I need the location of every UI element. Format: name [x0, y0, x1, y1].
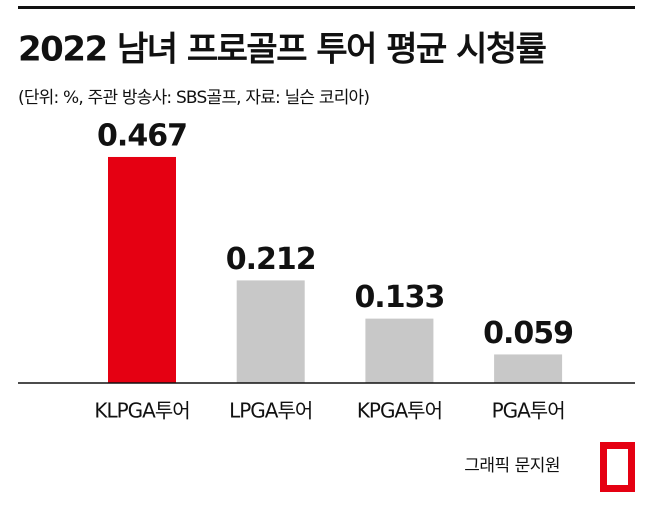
credit: 그래픽 문지원: [464, 456, 560, 476]
chart-title: 2022 남녀 프로골프 투어 평균 시청률: [18, 30, 547, 70]
x-tick-label: LPGA투어: [229, 399, 312, 423]
bar: [365, 318, 434, 383]
chart-subtitle: (단위: %, 주관 방송사: SBS골프, 자료: 닐슨 코리아): [18, 88, 369, 108]
value-label: 0.212: [226, 242, 316, 277]
bar: [108, 156, 176, 383]
x-tick-label: KLPGA투어: [94, 399, 189, 423]
value-label: 0.467: [97, 118, 187, 153]
value-label: 0.133: [354, 280, 444, 315]
logo-mark: [600, 442, 635, 492]
bar: [494, 354, 563, 383]
logo: [600, 442, 635, 492]
top-rule: [18, 6, 635, 9]
x-tick-label: PGA투어: [492, 399, 565, 423]
bar: [236, 280, 305, 383]
x-tick-label: KPGA투어: [357, 399, 442, 423]
value-label: 0.059: [483, 316, 573, 351]
